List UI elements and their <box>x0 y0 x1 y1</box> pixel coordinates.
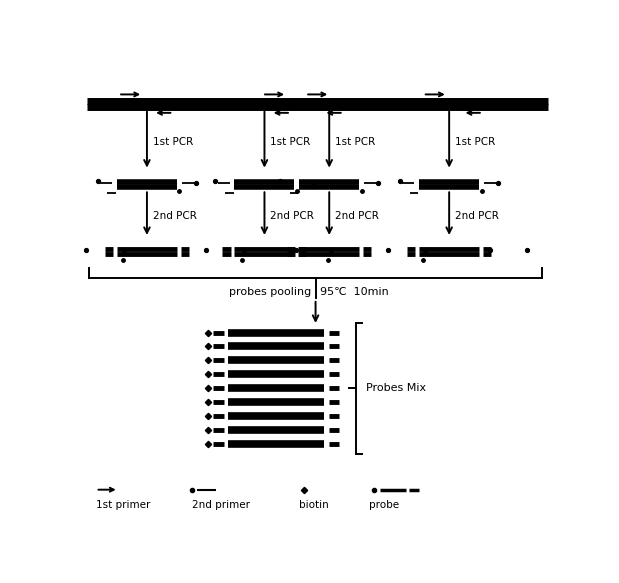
Text: 2nd PCR: 2nd PCR <box>335 211 379 221</box>
Text: Probes Mix: Probes Mix <box>366 383 426 394</box>
Text: 1st PCR: 1st PCR <box>335 137 375 147</box>
Text: 2nd primer: 2nd primer <box>191 500 249 510</box>
Text: 2nd PCR: 2nd PCR <box>271 211 314 221</box>
Text: 1st PCR: 1st PCR <box>455 137 495 147</box>
Text: 2nd PCR: 2nd PCR <box>153 211 197 221</box>
Text: 2nd PCR: 2nd PCR <box>455 211 499 221</box>
Text: 95℃  10min: 95℃ 10min <box>321 287 389 297</box>
Text: probe: probe <box>369 500 399 510</box>
Text: 1st PCR: 1st PCR <box>153 137 193 147</box>
Text: probes pooling: probes pooling <box>228 287 311 297</box>
Text: 1st PCR: 1st PCR <box>271 137 311 147</box>
Text: 1st primer: 1st primer <box>95 500 150 510</box>
Text: biotin: biotin <box>299 500 329 510</box>
